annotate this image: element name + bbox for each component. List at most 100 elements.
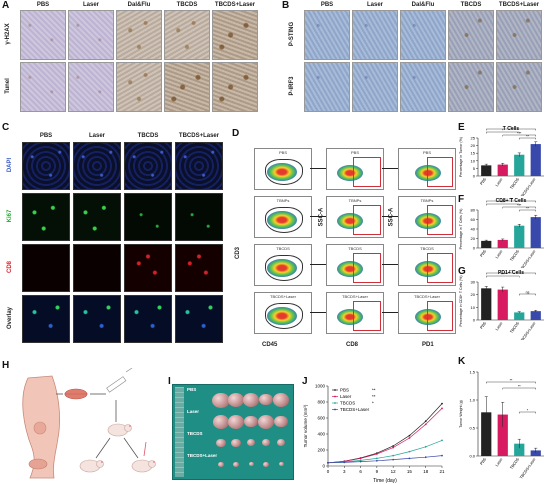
chart-k-tumor-weight: 0.0 0.5 1.0 1.5 Tumor Weight (g) PBS Laser TBCD… xyxy=(459,370,544,480)
legend-label: Laser xyxy=(340,394,352,399)
facs-plot-title: TBCDS xyxy=(276,246,290,251)
gating-arrow xyxy=(382,264,398,265)
column-header: Laser xyxy=(88,133,105,139)
category-label: TBCDS+Laser xyxy=(519,249,537,268)
y-tick-label: 0 xyxy=(473,174,476,179)
tumor-group-label: TBCDS xyxy=(187,431,203,436)
category-label: TBCDS+Laser xyxy=(519,321,537,340)
panel-label-j: J xyxy=(302,376,308,387)
fluorescence-tile xyxy=(175,295,223,343)
panel-label-i: I xyxy=(168,376,171,387)
facs-plot: TBCDS+Laser xyxy=(326,292,384,334)
column-header: TBCDS xyxy=(137,133,159,139)
facs-plot-title: TBNPs xyxy=(348,198,362,203)
facs-plot: TBCDS+Laser xyxy=(254,292,312,334)
significance-bracket xyxy=(486,200,536,203)
y-tick-label: 10 xyxy=(471,158,476,163)
micrograph-tile xyxy=(496,62,542,112)
chart-j-tumor-volume: 0 200 400 600 800 1000 0 3 6 9 12 15 18 21 Time (day) T… xyxy=(303,384,445,484)
facs-plot: TBNPs xyxy=(254,196,312,238)
category-label: Laser xyxy=(495,457,504,468)
facs-gate xyxy=(353,157,381,187)
y-tick-label: 1.5 xyxy=(469,370,475,375)
facs-gate xyxy=(427,157,453,187)
significance-bracket xyxy=(486,272,536,275)
significance-mark: ns xyxy=(526,290,530,294)
facs-plot-title: PBS xyxy=(422,150,431,155)
facs-plot-title: TBCDS xyxy=(420,246,434,251)
data-point xyxy=(408,457,411,460)
panel-label-e: E xyxy=(458,122,465,133)
fluorescence-tile xyxy=(175,193,223,241)
gating-arrow xyxy=(382,168,398,169)
data-point xyxy=(424,445,427,448)
y-tick-label: 1.0 xyxy=(469,398,475,403)
data-point xyxy=(327,461,329,464)
column-header: PBS xyxy=(36,2,50,8)
y-tick-label: 60 xyxy=(471,217,476,222)
x-tick-label: 15 xyxy=(407,469,413,474)
category-label: TBCDS xyxy=(509,321,520,334)
column-header: TBCDS xyxy=(460,2,482,8)
significance-mark: ** xyxy=(526,206,529,210)
mouse-icon-1 xyxy=(107,423,132,437)
facs-plot: TBNPs xyxy=(326,196,384,238)
y-tick-label: 10 xyxy=(471,305,476,310)
legend-label: PBS xyxy=(340,388,349,393)
row-label: CD8 xyxy=(7,261,13,274)
facs-plot-title: PBS xyxy=(350,150,359,155)
significance-bracket xyxy=(519,293,536,296)
column-header: Laser xyxy=(82,2,99,8)
series-line xyxy=(327,440,443,464)
facs-gate xyxy=(265,255,303,281)
data-point xyxy=(375,459,378,462)
legend-significance: * xyxy=(372,401,374,406)
significance-bracket xyxy=(519,411,536,414)
gating-arrow xyxy=(310,168,326,169)
fluorescence-tile xyxy=(124,244,172,292)
significance-mark: * xyxy=(510,125,512,129)
significance-mark: ** xyxy=(510,378,513,382)
x-axis-label: Time (day) xyxy=(373,478,397,484)
tumor-specimen xyxy=(273,393,289,407)
significance-mark: *** xyxy=(509,197,514,201)
density-cloud xyxy=(415,261,441,277)
legend-marker xyxy=(334,395,336,398)
y-tick-label: 0.0 xyxy=(469,454,475,459)
fluorescence-tile xyxy=(73,244,121,292)
tumor-specimen xyxy=(248,461,254,466)
row-label: Tunel xyxy=(5,78,11,94)
significance-bracket xyxy=(502,387,536,390)
data-point xyxy=(392,446,395,449)
significance-mark: * xyxy=(527,408,529,412)
data-point xyxy=(343,461,346,464)
fluorescence-tile xyxy=(22,142,70,190)
density-cloud xyxy=(337,261,363,277)
tumor-specimen xyxy=(218,461,224,467)
facs-y-axis-ssc-a-2: SSC-A xyxy=(388,207,395,227)
fluorescence-tile xyxy=(22,295,70,343)
fluorescence-tile xyxy=(175,142,223,190)
syringe-icon xyxy=(106,368,133,393)
series-line xyxy=(327,403,443,464)
x-tick-label: 12 xyxy=(391,469,397,474)
bar xyxy=(530,450,541,456)
tumor-specimen xyxy=(259,393,273,406)
facs-plot: TBCDS+Laser xyxy=(398,292,456,334)
micrograph-tile xyxy=(116,10,162,60)
data-point xyxy=(441,407,443,410)
facs-gate xyxy=(265,207,303,233)
fluorescence-tile xyxy=(124,295,172,343)
micrograph-tile xyxy=(304,10,350,60)
facs-x-axis-cd8: CD8 xyxy=(346,342,359,348)
gating-arrow xyxy=(382,312,398,313)
tumor-specimen xyxy=(258,415,274,429)
density-cloud xyxy=(415,213,441,229)
fluorescence-tile xyxy=(175,244,223,292)
category-label: Laser xyxy=(495,177,504,188)
y-tick-label: 40 xyxy=(471,227,476,232)
facs-plot: TBNPs xyxy=(398,196,456,238)
significance-mark: *** xyxy=(509,269,514,273)
significance-mark: *** xyxy=(517,131,522,135)
bar xyxy=(481,165,492,176)
